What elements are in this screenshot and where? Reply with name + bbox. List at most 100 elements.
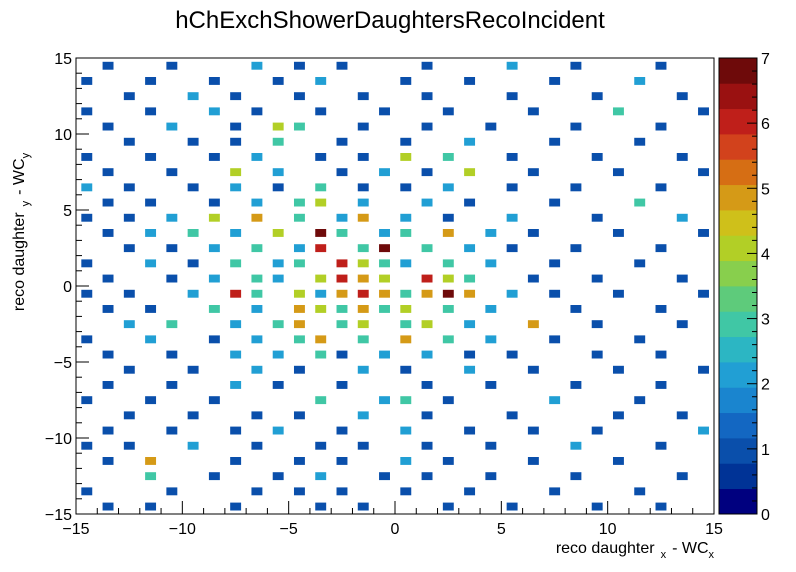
heatmap-cell [421, 289, 433, 298]
heatmap-cell [698, 168, 709, 177]
heatmap-cell [166, 381, 178, 389]
heatmap-cell [145, 107, 157, 116]
heatmap-cell [81, 183, 93, 192]
heatmap-cell [506, 213, 518, 222]
heatmap-cell [421, 320, 433, 329]
heatmap-cell [442, 107, 454, 116]
chart-title: hChExchShowerDaughtersRecoIncident [175, 7, 605, 34]
heatmap-cell [315, 229, 327, 237]
heatmap-cell [379, 259, 390, 268]
heatmap-cell [676, 472, 688, 481]
heatmap-cell [230, 183, 242, 192]
heatmap-cell [251, 244, 263, 253]
heatmap-cell [676, 213, 688, 222]
heatmap-cell [379, 229, 390, 237]
heatmap-cell [102, 61, 114, 70]
heatmap-cell [251, 305, 263, 313]
y-axis-label-tail-sub: y [20, 152, 32, 158]
heatmap-cell [357, 335, 369, 344]
palette-swatch [719, 235, 757, 262]
heatmap-cell [442, 305, 454, 313]
heatmap-cell [315, 107, 327, 116]
heatmap-cell [379, 168, 390, 177]
heatmap-cell [315, 153, 327, 161]
heatmap-cell [187, 365, 199, 374]
heatmap-cell [208, 274, 220, 283]
heatmap-cell [145, 153, 157, 161]
heatmap-cell [102, 381, 114, 389]
heatmap-cell [442, 259, 454, 268]
heatmap-cell [293, 365, 305, 374]
heatmap-cell [464, 274, 476, 283]
heatmap-cell [293, 259, 305, 268]
heatmap-cell [123, 183, 135, 192]
heatmap-cell [187, 259, 199, 268]
heatmap-cell [293, 122, 305, 131]
z-tick-label: 4 [761, 246, 770, 263]
heatmap-cell [379, 244, 390, 253]
heatmap-cell [336, 168, 348, 177]
heatmap-cell [570, 305, 582, 313]
heatmap-cell [421, 168, 433, 177]
y-tick-label: −15 [45, 507, 72, 524]
heatmap-cell [166, 426, 178, 435]
heatmap-cell [315, 77, 327, 85]
heatmap-cell [421, 411, 433, 420]
heatmap-cell [591, 320, 603, 329]
heatmap-cell [293, 198, 305, 207]
heatmap-cell [123, 213, 135, 222]
heatmap-cell [293, 92, 305, 101]
x-tick-label: 10 [599, 521, 617, 538]
heatmap-cell [612, 365, 624, 374]
heatmap-cell [123, 365, 135, 374]
heatmap-cell [442, 274, 454, 283]
heatmap-cell [570, 441, 582, 450]
heatmap-cell [123, 244, 135, 253]
heatmap-cell [591, 213, 603, 222]
heatmap-cell [485, 381, 497, 389]
palette-swatch [719, 387, 757, 414]
heatmap-cell [336, 305, 348, 313]
heatmap-cell [464, 320, 476, 329]
heatmap-cell [655, 502, 667, 511]
heatmap-cell [527, 274, 539, 283]
heatmap-cell [315, 274, 327, 283]
z-tick-label: 2 [761, 377, 770, 394]
heatmap-cell [676, 92, 688, 101]
heatmap-cell [315, 472, 327, 481]
heatmap-cell [230, 289, 242, 298]
heatmap-cell [400, 259, 412, 268]
heatmap-cell [400, 153, 412, 161]
heatmap-cell [123, 92, 135, 101]
heatmap-cell [187, 289, 199, 298]
heatmap-cell [208, 335, 220, 344]
heatmap-cell [102, 426, 114, 435]
heatmap-cell [591, 502, 603, 511]
heatmap-cell [570, 183, 582, 192]
palette-swatch [719, 488, 757, 515]
heatmap-cell [549, 259, 561, 268]
heatmap-cell [464, 244, 476, 253]
heatmap-cell [251, 198, 263, 207]
heatmap-cell [506, 350, 518, 359]
heatmap-cell [527, 168, 539, 177]
heatmap-cell [698, 229, 709, 237]
palette-swatch [719, 336, 757, 363]
heatmap-cell [442, 213, 454, 222]
heatmap-cell [230, 92, 242, 101]
heatmap-cell [166, 122, 178, 131]
heatmap-cell [676, 320, 688, 329]
heatmap-cell [570, 381, 582, 389]
heatmap-cell [698, 107, 709, 116]
heatmap-cell [698, 365, 709, 374]
heatmap-cell [506, 289, 518, 298]
heatmap-cell [379, 289, 390, 298]
heatmap-cell [315, 244, 327, 253]
heatmap-cell [357, 198, 369, 207]
heatmap-cell [336, 259, 348, 268]
heatmap-cell [442, 183, 454, 192]
heatmap-cell [336, 213, 348, 222]
heatmap-cell [315, 183, 327, 192]
heatmap-cell [379, 350, 390, 359]
heatmap-cell [527, 229, 539, 237]
